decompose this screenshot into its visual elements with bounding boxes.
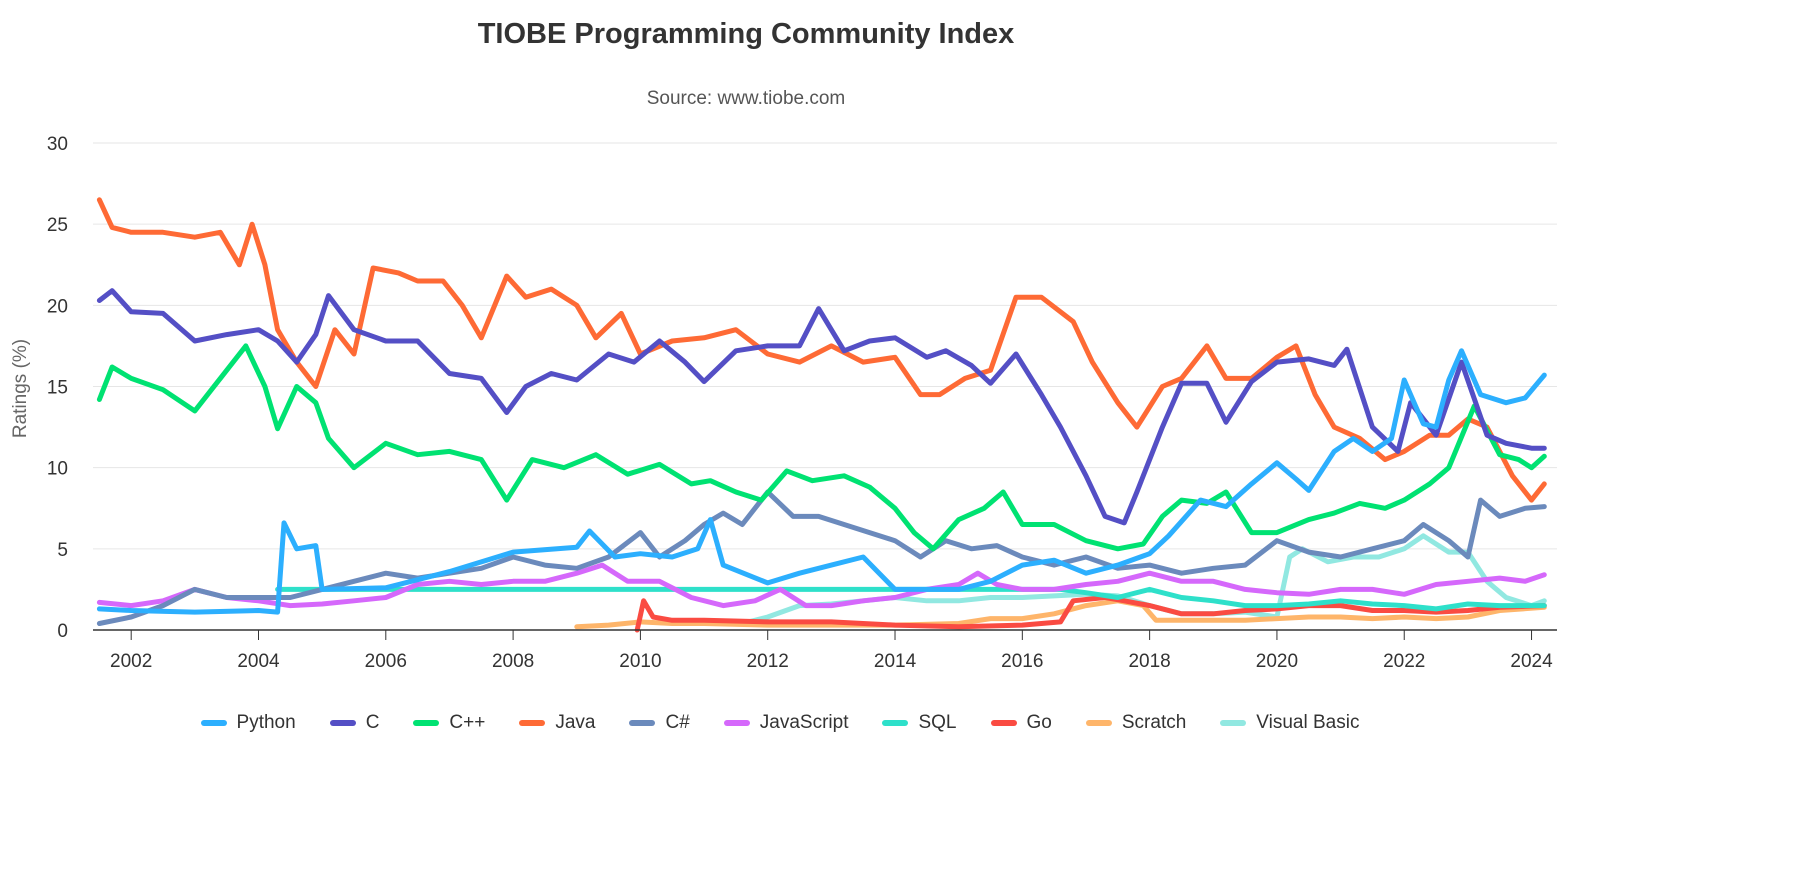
legend-label: Python — [236, 712, 296, 733]
legend: Python C C++ Java C# JavaScript SQL Go Scratch Vi… — [0, 712, 1560, 734]
legend-swatch — [1220, 720, 1247, 726]
series-line-javascript[interactable] — [96, 562, 1547, 609]
y-tick-label: 25 — [47, 215, 68, 236]
series-line-java[interactable] — [96, 197, 1547, 503]
x-tick-label: 2020 — [1256, 651, 1298, 672]
grid-lines — [93, 142, 1557, 550]
series-line-c-[interactable] — [96, 489, 1547, 626]
legend-item-c-[interactable]: C# — [629, 712, 690, 734]
legend-swatch — [329, 720, 356, 726]
x-tick-label: 2022 — [1383, 651, 1425, 672]
legend-label: Scratch — [1121, 712, 1187, 733]
x-tick-label: 2012 — [747, 651, 789, 672]
legend-item-python[interactable]: Python — [200, 712, 296, 734]
x-tick-label: 2008 — [492, 651, 534, 672]
legend-item-scratch[interactable]: Scratch — [1085, 712, 1187, 734]
y-axis-title: Ratings (%) — [10, 339, 31, 438]
legend-item-sql[interactable]: SQL — [882, 712, 957, 734]
x-tick-label: 2004 — [237, 651, 280, 672]
legend-item-visual-basic[interactable]: Visual Basic — [1220, 712, 1359, 734]
legend-label: C# — [665, 712, 690, 733]
series-line-go[interactable] — [634, 595, 1547, 633]
series-line-c[interactable] — [96, 288, 1547, 526]
y-tick-label: 0 — [57, 621, 68, 642]
x-tick-label: 2010 — [619, 651, 661, 672]
x-axis-tick-labels: 2002 2004 2006 2008 2010 2012 2014 2016 2018 2020… — [110, 630, 1553, 672]
y-tick-label: 15 — [47, 378, 68, 399]
legend-item-c-[interactable]: C++ — [413, 712, 485, 734]
series-line-c-[interactable] — [96, 343, 1547, 552]
legend-label: SQL — [918, 712, 957, 733]
legend-label: Go — [1026, 712, 1052, 733]
legend-label: Visual Basic — [1256, 712, 1360, 733]
series-lines — [96, 197, 1547, 633]
legend-item-c[interactable]: C — [329, 712, 380, 734]
legend-label: C — [365, 712, 380, 733]
y-tick-label: 30 — [47, 134, 68, 155]
x-tick-label: 2018 — [1128, 651, 1170, 672]
legend-label: C++ — [449, 712, 486, 733]
chart-title: TIOBE Programming Community Index — [477, 18, 1015, 50]
x-tick-label: 2014 — [874, 651, 917, 672]
y-axis-tick-labels: 0 5 10 15 20 25 30 — [47, 134, 68, 642]
x-tick-label: 2006 — [365, 651, 407, 672]
legend-swatch — [413, 720, 440, 726]
series-line-python[interactable] — [96, 348, 1547, 615]
legend-swatch — [519, 720, 546, 726]
legend-swatch — [629, 720, 656, 726]
chart-subtitle: Source: www.tiobe.com — [646, 88, 846, 109]
legend-item-go[interactable]: Go — [990, 712, 1052, 734]
legend-swatch — [990, 720, 1017, 726]
legend-swatch — [200, 720, 227, 726]
legend-label: Java — [555, 712, 596, 733]
legend-swatch — [723, 720, 750, 726]
legend-swatch — [1085, 720, 1112, 726]
x-tick-label: 2024 — [1510, 651, 1553, 672]
y-tick-label: 10 — [47, 459, 68, 480]
legend-swatch — [882, 720, 909, 726]
line-chart: 0 5 10 15 20 25 30 2002 2004 2006 2008 2010 2012 201… — [10, 134, 1557, 672]
y-tick-label: 20 — [47, 296, 68, 317]
series-line-sql[interactable] — [275, 586, 1547, 612]
legend-item-java[interactable]: Java — [519, 712, 595, 734]
x-tick-label: 2016 — [1001, 651, 1043, 672]
y-tick-label: 5 — [57, 540, 68, 561]
x-tick-label: 2002 — [110, 651, 152, 672]
legend-label: JavaScript — [759, 712, 849, 733]
legend-item-javascript[interactable]: JavaScript — [723, 712, 849, 734]
